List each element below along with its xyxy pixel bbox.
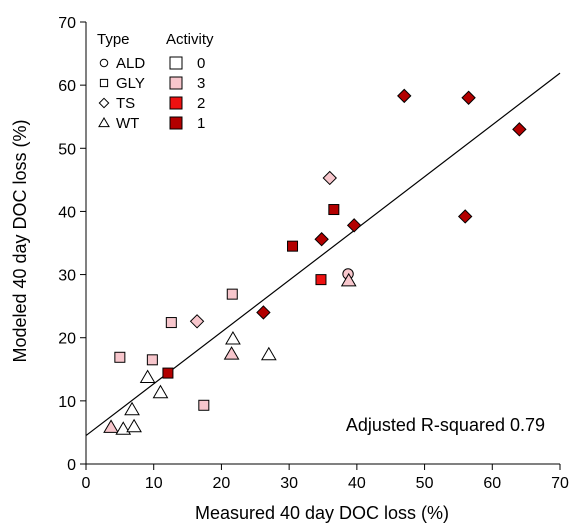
data-point-wt: [223, 346, 240, 360]
data-point-gly: [287, 240, 299, 252]
legend-swatch: [169, 56, 183, 70]
r-squared-annotation: Adjusted R-squared 0.79: [346, 415, 545, 435]
data-point-wt: [340, 272, 357, 287]
legend-type-title: Type: [97, 31, 130, 48]
legend-activity-entries: 0 3 2 1: [169, 55, 205, 132]
y-axis-title: Modeled 40 day DOC loss (%): [10, 119, 30, 362]
data-point-gly: [162, 367, 174, 379]
data-point-gly: [328, 204, 340, 216]
data-point-wt: [225, 330, 241, 345]
data-point-wt: [260, 346, 277, 361]
data-point-wt: [115, 421, 132, 435]
data-point-gly: [114, 351, 126, 363]
x-tick-label: 50: [416, 475, 434, 492]
y-tick-label: 30: [58, 268, 76, 285]
data-point-wt: [152, 384, 169, 399]
legend: Type Activity ALD GLY TS WT 0 3 2 1: [97, 31, 214, 132]
data-point-ts: [256, 305, 271, 320]
x-tick-label: 30: [280, 475, 298, 492]
y-tick-label: 60: [58, 78, 76, 95]
legend-type-entries: ALD GLY TS WT: [98, 55, 145, 132]
data-point-gly: [146, 354, 158, 366]
data-point-ts: [189, 314, 205, 329]
data-point-ts: [457, 209, 473, 224]
data-point-gly: [165, 317, 177, 329]
legend-activity-label: 0: [197, 55, 205, 72]
x-axis-title: Measured 40 day DOC loss (%): [195, 503, 449, 523]
data-point-ts: [314, 232, 329, 247]
y-tick-label: 50: [58, 141, 76, 158]
data-point-gly: [226, 288, 238, 300]
legend-marker-ald: [99, 58, 109, 68]
y-tick-label: 10: [58, 394, 76, 411]
data-point-ts: [397, 88, 412, 104]
y-tick-label: 40: [58, 204, 76, 221]
data-point-wt: [124, 401, 140, 416]
data-point-ts: [512, 122, 527, 137]
legend-marker-ts: [98, 97, 110, 109]
data-point-gly: [315, 274, 327, 286]
legend-activity-label: 3: [197, 75, 205, 92]
x-tick-label: 0: [82, 475, 91, 492]
y-tick-label: 0: [67, 457, 76, 474]
x-tick-label: 70: [551, 475, 569, 492]
legend-marker-wt: [98, 116, 110, 128]
data-point-ts: [346, 218, 362, 233]
x-tick-label: 10: [145, 475, 163, 492]
x-tick-label: 20: [213, 475, 231, 492]
data-point-wt: [126, 418, 142, 433]
y-tick-label: 20: [58, 331, 76, 348]
legend-swatch: [169, 116, 183, 130]
data-point-gly: [198, 399, 210, 411]
legend-activity-label: 2: [197, 95, 205, 112]
legend-type-label: TS: [116, 95, 135, 112]
legend-type-label: ALD: [116, 55, 145, 72]
data-point-ts: [322, 170, 337, 186]
data-point-wt: [103, 419, 119, 433]
legend-swatch: [169, 76, 183, 90]
legend-activity-title: Activity: [166, 31, 214, 48]
legend-marker-gly: [99, 78, 109, 88]
x-tick-label: 40: [348, 475, 366, 492]
regression-line: [85, 72, 561, 437]
legend-swatch: [169, 96, 183, 110]
legend-type-label: WT: [116, 115, 139, 132]
x-tick-label: 60: [483, 475, 501, 492]
legend-type-label: GLY: [116, 75, 145, 92]
data-point-wt: [139, 369, 156, 384]
fit-line-layer: [85, 72, 561, 437]
data-points: [103, 88, 527, 435]
data-point-ts: [461, 90, 476, 105]
y-tick-label: 70: [58, 15, 76, 32]
legend-activity-label: 1: [197, 115, 205, 132]
